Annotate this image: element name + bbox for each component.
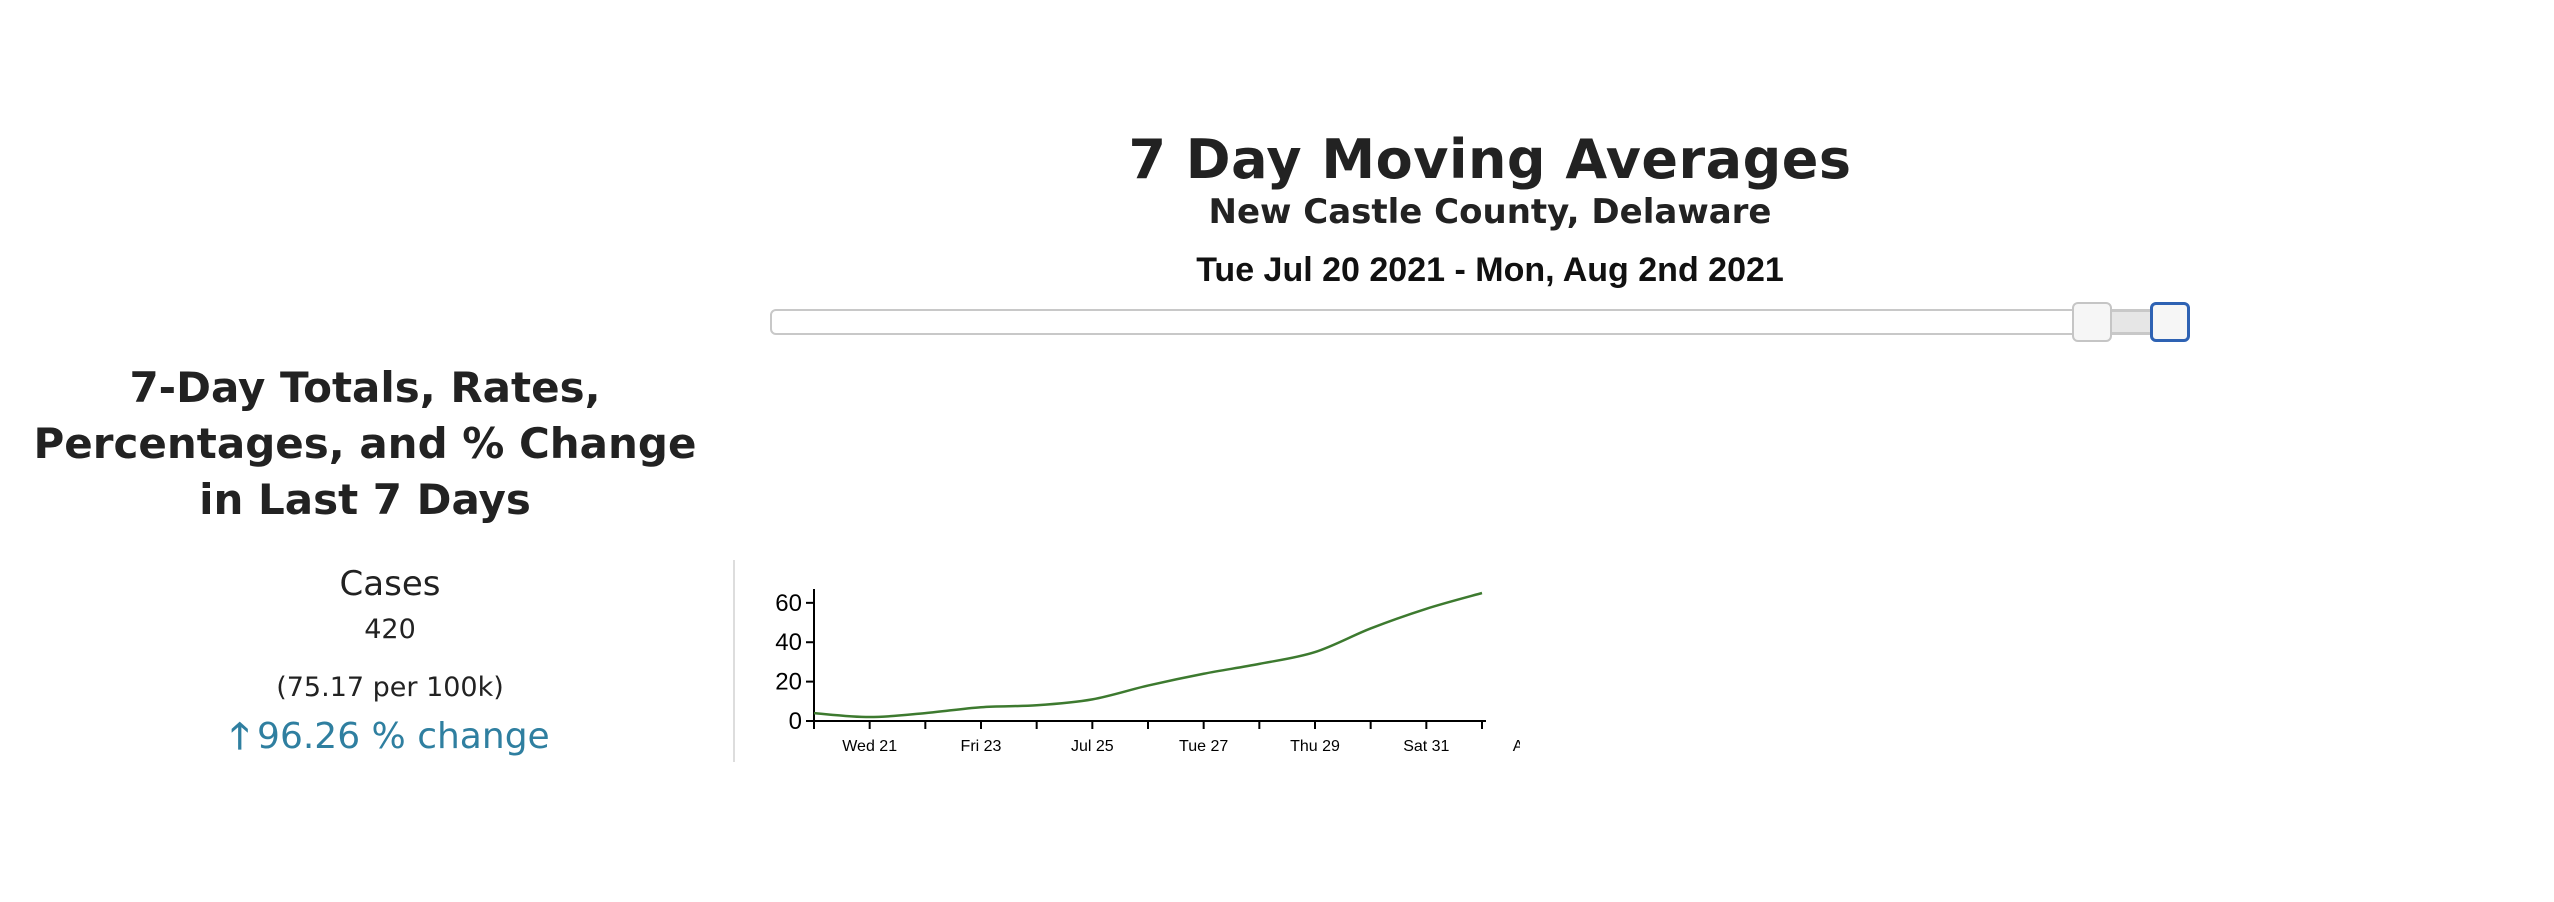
page-title: 7 Day Moving Averages <box>1128 128 1852 191</box>
y-tick-label: 60 <box>775 590 802 617</box>
x-tick-label: Thu 29 <box>1290 738 1340 755</box>
cases-series-line <box>813 591 1483 719</box>
slider-end-handle[interactable] <box>2150 302 2190 342</box>
x-tick-label: Jul 25 <box>1071 738 1114 755</box>
cases-change: 🡑 96.26 % change <box>40 714 740 760</box>
y-tick-label: 0 <box>789 708 802 735</box>
y-tick-label: 20 <box>775 669 802 696</box>
section-divider <box>733 560 735 762</box>
cases-total: 420 <box>364 614 416 645</box>
cases-change-text: 96.26 % change <box>257 716 550 757</box>
cases-line-chart: 0 20 40 60 Wed 21 Fri 23 Jul 25 Tue 27 Thu 29 Sat… <box>775 589 1520 755</box>
cases-rate: (75.17 per 100k) <box>276 672 504 703</box>
x-tick-label: Fri 23 <box>961 738 1002 755</box>
section-title: 7-Day Totals, Rates, Percentages, and % … <box>33 363 697 524</box>
page-subtitle: New Castle County, Delaware <box>1208 192 1772 232</box>
cases-label: Cases <box>339 564 441 604</box>
date-range-slider-track[interactable] <box>770 309 2190 335</box>
y-tick-label: 40 <box>775 629 802 656</box>
date-range-label: Tue Jul 20 2021 - Mon, Aug 2nd 2021 <box>1196 251 1784 289</box>
slider-start-handle[interactable] <box>2072 302 2112 342</box>
arrow-up-icon: 🡑 <box>230 716 250 757</box>
x-tick-label: August <box>1513 738 1520 755</box>
x-tick-label: Tue 27 <box>1179 738 1228 755</box>
x-tick-label: Sat 31 <box>1403 738 1449 755</box>
x-tick-label: Wed 21 <box>842 738 897 755</box>
